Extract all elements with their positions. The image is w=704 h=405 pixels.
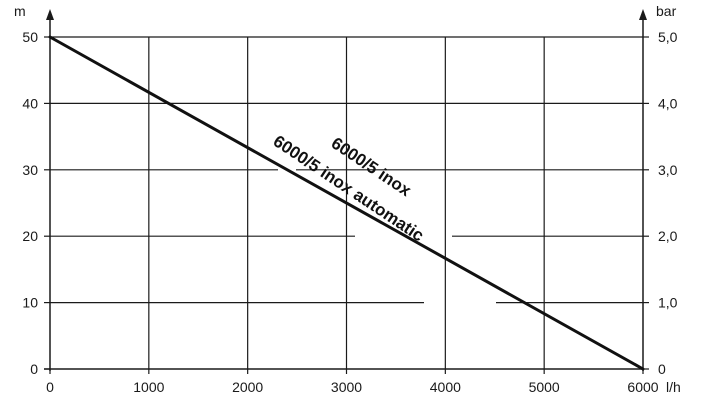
series-group	[48, 35, 645, 371]
y-tick-label-right-2: 2,0	[658, 228, 678, 244]
y-tick-label-right-0: 0	[658, 361, 666, 377]
axes	[44, 9, 649, 374]
x-tick-label-4: 4000	[430, 379, 461, 395]
grid	[50, 36, 643, 369]
y-tick-label-left-2: 20	[22, 228, 38, 244]
y-tick-label-left-1: 10	[22, 295, 38, 311]
y-tick-label-right-1: 1,0	[658, 295, 678, 311]
y-tick-label-right-4: 4,0	[658, 95, 678, 111]
series-line-0	[48, 35, 645, 371]
y-unit-right: bar	[656, 3, 677, 19]
x-tick-label-3: 3000	[331, 379, 362, 395]
x-unit: l/h	[666, 379, 681, 395]
y-tick-label-right-3: 3,0	[658, 162, 678, 178]
x-tick-label-1: 1000	[133, 379, 164, 395]
x-tick-label-2: 2000	[232, 379, 263, 395]
x-tick-label-6: 6000	[627, 379, 658, 395]
y-unit-left: m	[14, 3, 26, 19]
x-tick-label-5: 5000	[529, 379, 560, 395]
y-tick-label-left-0: 0	[30, 361, 38, 377]
y-tick-label-left-5: 50	[22, 29, 38, 45]
x-tick-label-0: 0	[46, 379, 54, 395]
y-tick-label-left-3: 30	[22, 162, 38, 178]
y-axis-left-arrow	[46, 9, 54, 20]
tick-labels: 0 1000 2000 3000 4000 5000 60000102030405001,0…	[22, 29, 677, 395]
y-axis-right-arrow	[639, 9, 647, 20]
y-tick-label-right-5: 5,0	[658, 29, 678, 45]
y-tick-label-left-4: 40	[22, 95, 38, 111]
